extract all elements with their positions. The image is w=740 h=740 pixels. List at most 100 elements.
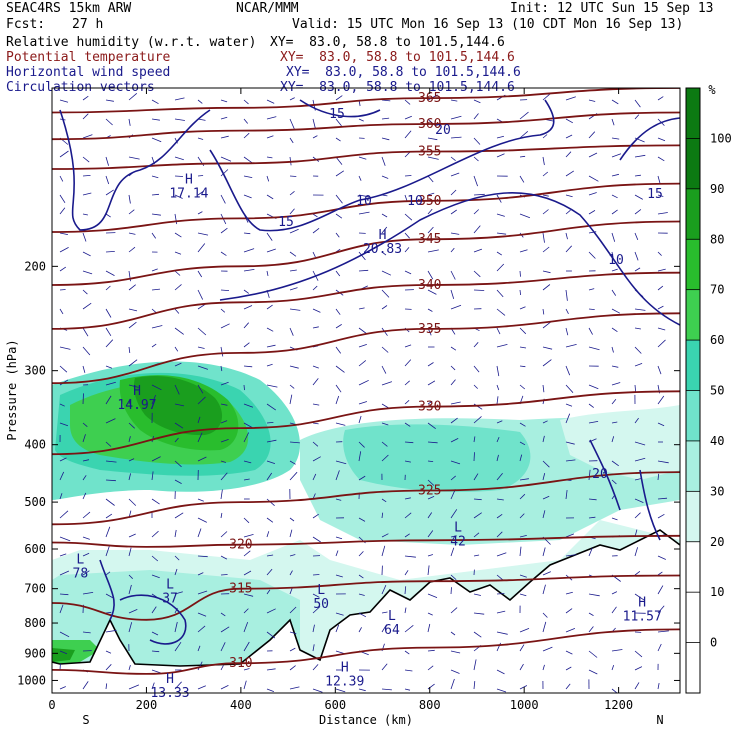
vector [450, 346, 457, 351]
vector [174, 621, 178, 633]
vector [404, 422, 411, 427]
vector [381, 545, 386, 557]
vector [542, 621, 547, 633]
vector [542, 171, 549, 177]
vector [519, 535, 527, 538]
vector [105, 365, 113, 369]
extremum-marker: H [638, 595, 646, 610]
vector [381, 251, 387, 256]
vector [243, 175, 253, 178]
field-1-xy: XY= 83.0, 58.8 to 101.5,144.6 [270, 35, 505, 50]
vector [611, 232, 616, 242]
vector [381, 175, 389, 179]
vector [243, 593, 254, 597]
vector [450, 535, 457, 538]
vector [312, 456, 321, 462]
vector [266, 116, 277, 120]
vector [427, 565, 430, 576]
vector [381, 663, 388, 671]
vector [105, 611, 112, 614]
vector [266, 472, 273, 481]
vector [565, 413, 571, 424]
vector [82, 592, 94, 595]
extremum-marker: H [133, 384, 141, 399]
vector [197, 528, 202, 538]
vector [243, 342, 250, 348]
vector [220, 251, 227, 256]
vector [128, 473, 131, 481]
vector [82, 95, 89, 101]
vector [381, 533, 389, 538]
vector [427, 156, 439, 160]
wind-label: 20 [435, 123, 451, 138]
vector [634, 267, 641, 272]
vector [473, 270, 481, 278]
vector [105, 650, 112, 654]
vector [243, 608, 249, 614]
vector [565, 628, 576, 633]
vector [542, 584, 546, 595]
vector [151, 471, 154, 481]
vector [496, 610, 506, 614]
vector [105, 308, 112, 318]
vector [358, 360, 367, 367]
vector [220, 381, 229, 386]
vector [335, 194, 343, 204]
vector [197, 555, 208, 558]
vector [404, 232, 410, 239]
vector [128, 384, 139, 388]
vector [174, 529, 177, 538]
vector [381, 270, 392, 276]
vector [105, 441, 112, 447]
vector [427, 649, 435, 652]
vector [266, 668, 276, 671]
vector [450, 669, 460, 674]
vector [128, 498, 137, 506]
vector [266, 99, 275, 104]
vector [634, 209, 642, 215]
vector [634, 174, 641, 177]
vector [404, 607, 407, 614]
vector [634, 417, 639, 424]
vector [657, 251, 662, 256]
vector [634, 232, 639, 241]
vector [105, 683, 108, 690]
vector [542, 547, 546, 557]
vector [197, 289, 204, 300]
vector [496, 396, 499, 405]
vector [220, 685, 229, 690]
theta-label-335: 335 [418, 322, 441, 337]
vector [611, 479, 617, 485]
vector [427, 683, 435, 690]
vector [611, 365, 619, 368]
vector [427, 380, 436, 386]
vector [82, 681, 89, 690]
extremum-value: 78 [73, 567, 89, 582]
vector [358, 175, 362, 181]
vector [243, 118, 249, 124]
vector [197, 365, 209, 370]
vector [335, 365, 345, 373]
vector [565, 134, 573, 139]
vector [657, 395, 665, 405]
vector [105, 99, 114, 102]
vector [588, 516, 596, 519]
y-tick-label: 700 [24, 582, 46, 596]
vector [128, 664, 131, 671]
vector [427, 623, 431, 633]
vector [266, 248, 276, 253]
vector [358, 401, 368, 405]
colorbar-cell [686, 88, 700, 139]
theta-contour-315 [52, 574, 680, 621]
vector [657, 643, 662, 652]
vector [197, 99, 203, 104]
vector [358, 251, 366, 261]
vector [358, 379, 369, 386]
vector [611, 649, 623, 652]
vector [381, 624, 388, 633]
humidity-region-9 [343, 424, 531, 492]
vector [266, 194, 274, 200]
vector [496, 574, 504, 581]
vector [404, 359, 412, 367]
